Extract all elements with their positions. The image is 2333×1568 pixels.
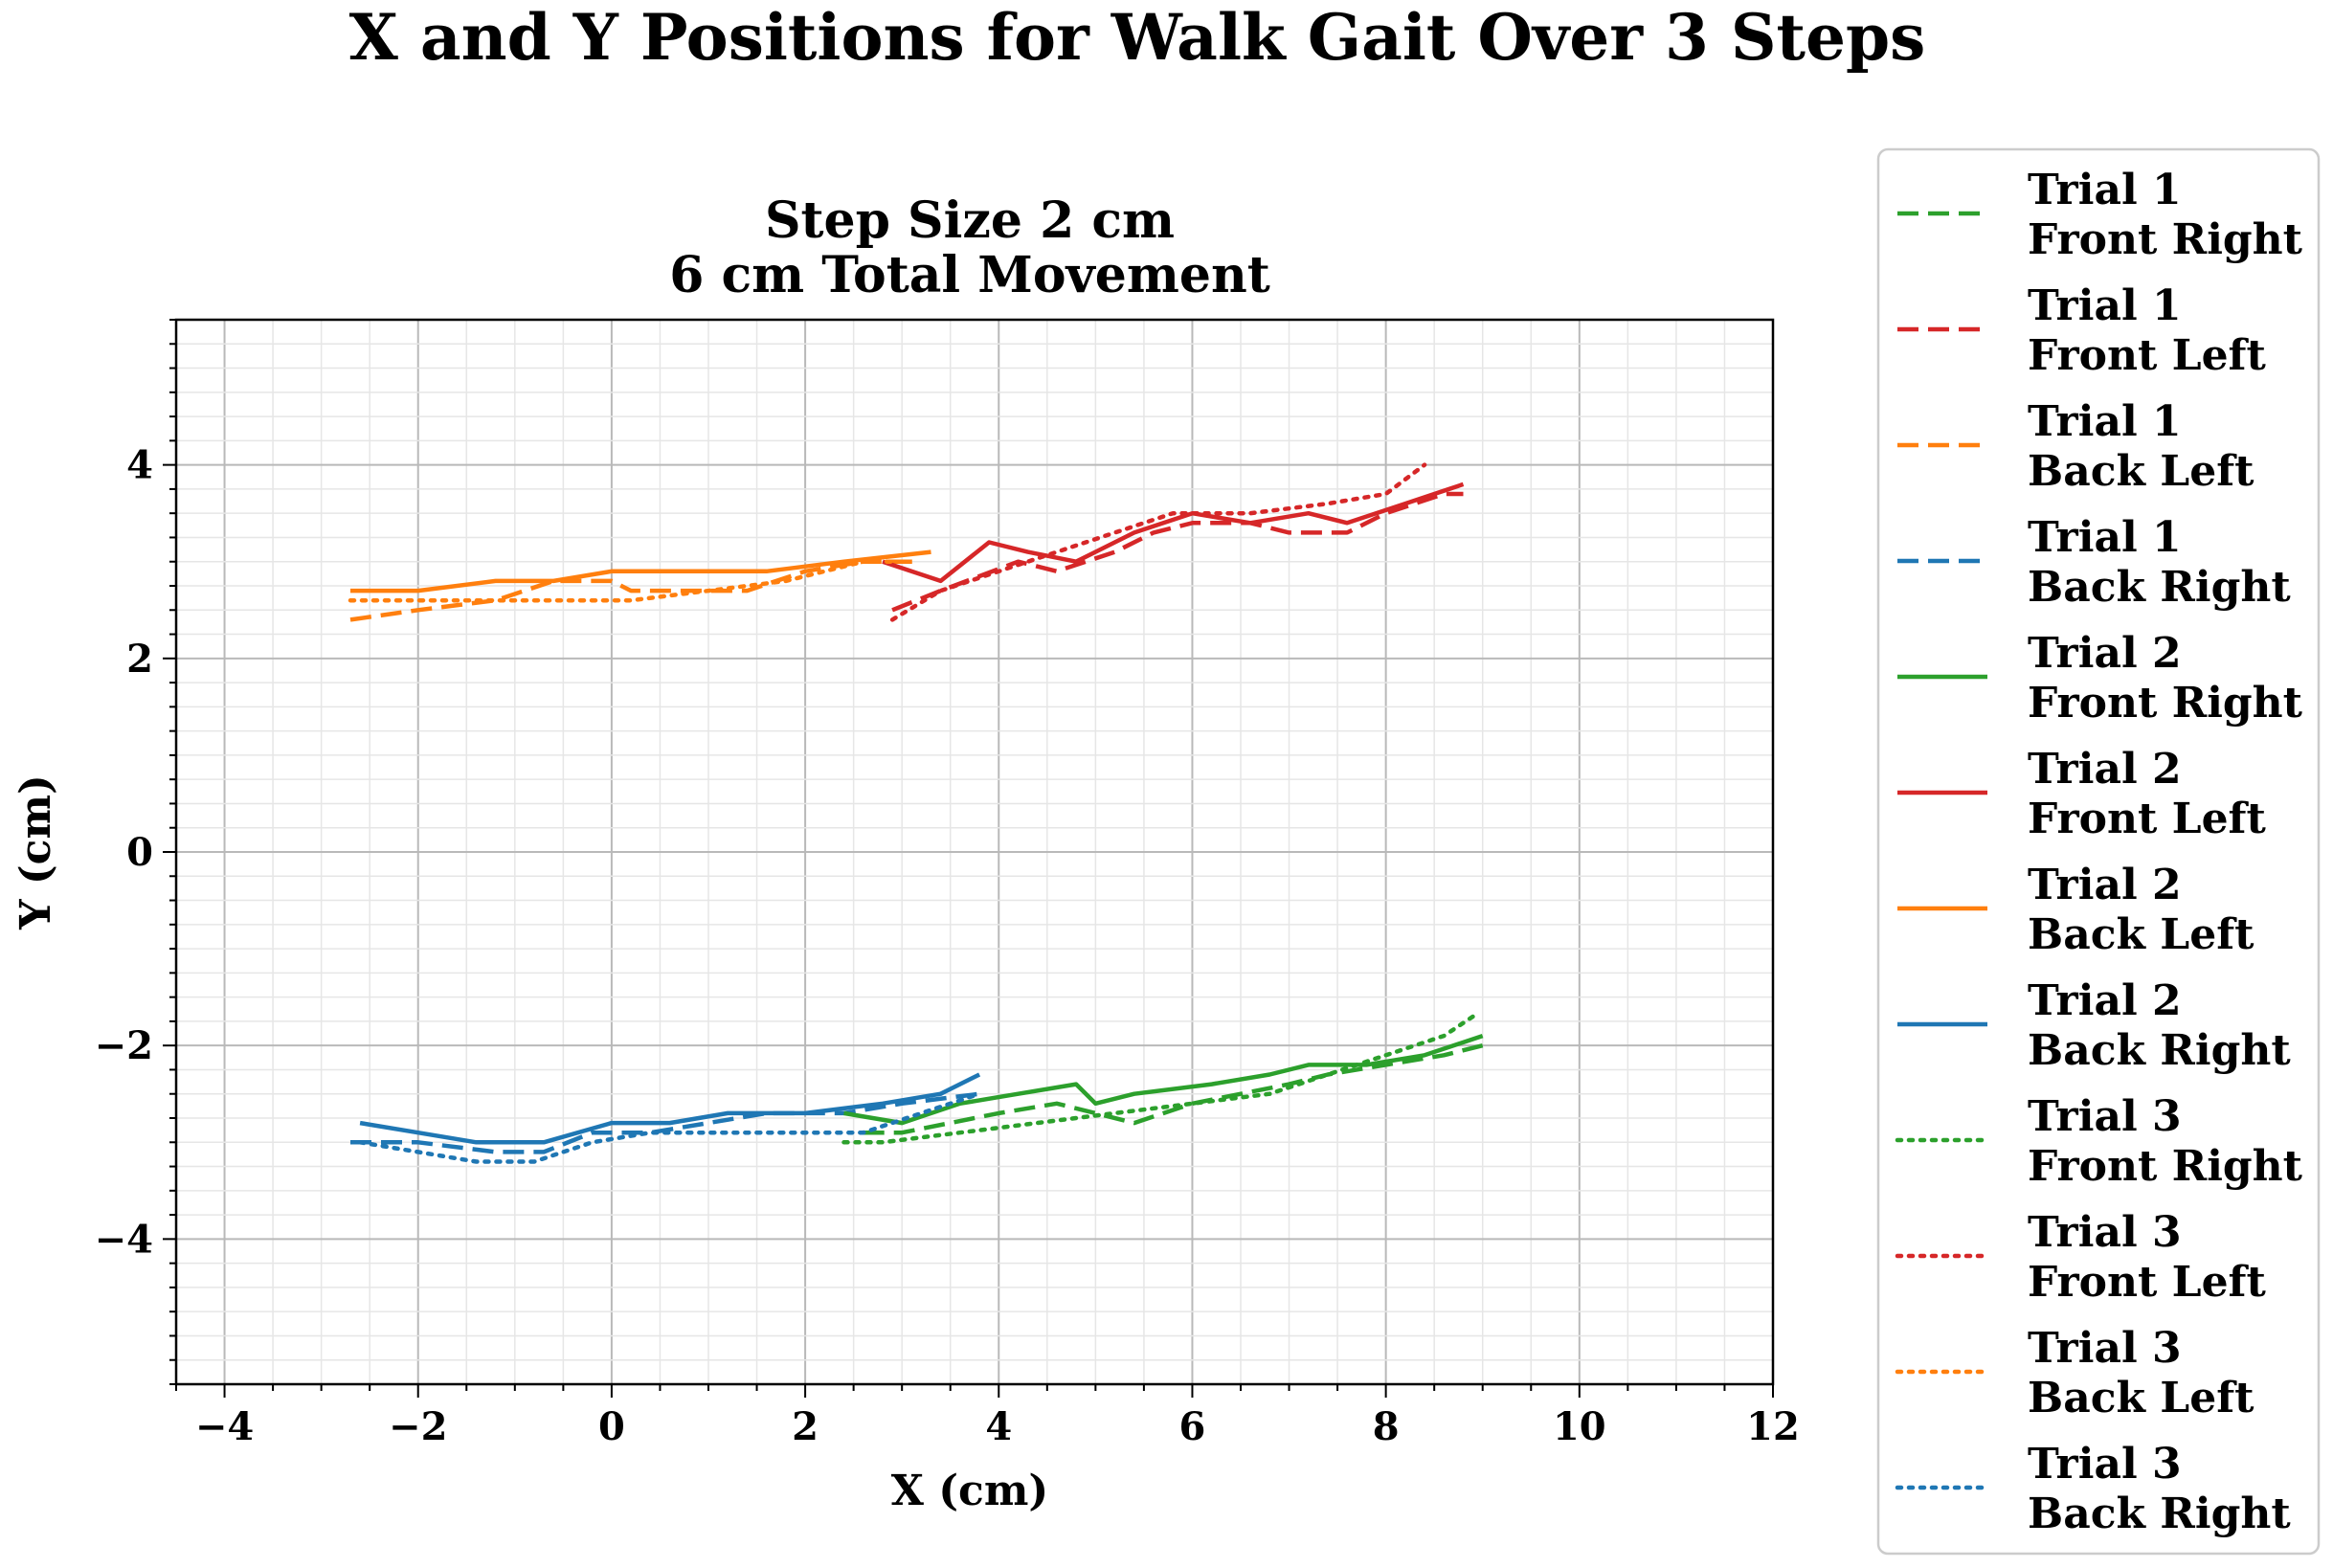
- series-line-2: [891, 491, 1464, 613]
- legend-label-6-line-2: Front Left: [2028, 795, 2266, 843]
- legend-label-10-line-2: Front Left: [2028, 1258, 2266, 1307]
- x-tick-label: 8: [1373, 1404, 1400, 1449]
- legend-label-3-line-1: Trial 1: [2028, 397, 2182, 446]
- x-tick-label: 2: [792, 1404, 819, 1449]
- x-tick-label: 10: [1553, 1404, 1606, 1449]
- y-tick-label: 4: [126, 443, 153, 488]
- series-line-5: [843, 1033, 1484, 1126]
- legend-label-11-line-2: Back Left: [2028, 1374, 2254, 1422]
- legend-label-5-line-1: Trial 2: [2028, 629, 2182, 678]
- series-line-7: [350, 549, 931, 594]
- legend-label-4-line-2: Back Right: [2028, 563, 2291, 612]
- legend-label-7-line-2: Back Left: [2028, 910, 2254, 959]
- series-group: [348, 462, 1484, 1164]
- legend-label-6-line-1: Trial 2: [2028, 745, 2182, 794]
- y-tick-label: 2: [126, 637, 153, 682]
- x-axis-label: X (cm): [891, 1467, 1048, 1515]
- legend-label-4-line-1: Trial 1: [2028, 513, 2182, 562]
- series-line-10: [889, 462, 1427, 622]
- legend-label-2-line-1: Trial 1: [2028, 281, 2182, 330]
- y-tick-label: −2: [95, 1023, 153, 1068]
- legend-label-9-line-2: Front Right: [2028, 1142, 2303, 1191]
- legend-label-10-line-1: Trial 3: [2028, 1208, 2182, 1257]
- series-line-6: [882, 482, 1465, 584]
- legend-frame: [1876, 147, 2321, 1556]
- legend-label-7-line-1: Trial 2: [2028, 861, 2182, 909]
- x-tick-label: 4: [985, 1404, 1012, 1449]
- x-tick-label: 0: [598, 1404, 625, 1449]
- legend-label-11-line-1: Trial 3: [2028, 1324, 2182, 1373]
- legend-label-5-line-2: Front Right: [2028, 679, 2303, 728]
- series-line-12: [357, 1091, 982, 1164]
- legend-label-1-line-2: Front Right: [2028, 215, 2303, 264]
- legend-label-1-line-1: Trial 1: [2028, 166, 2182, 214]
- series-line-3: [349, 559, 922, 622]
- chart-suptitle: X and Y Positions for Walk Gait Over 3 S…: [349, 0, 1926, 75]
- y-tick-label: −4: [95, 1217, 153, 1262]
- x-tick-label: −2: [389, 1404, 447, 1449]
- y-tick-label: 0: [126, 830, 153, 875]
- legend-label-8-line-1: Trial 2: [2028, 976, 2182, 1025]
- legend-label-12-line-1: Trial 3: [2028, 1440, 2182, 1489]
- x-tick-label: −4: [195, 1404, 254, 1449]
- legend-label-2-line-2: Front Left: [2028, 331, 2266, 380]
- legend-label-9-line-1: Trial 3: [2028, 1092, 2182, 1141]
- chart-title-line-1: Step Size 2 cm: [765, 191, 1175, 250]
- x-tick-label: 6: [1179, 1404, 1206, 1449]
- legend-label-12-line-2: Back Right: [2028, 1490, 2291, 1538]
- x-tick-label: 12: [1746, 1404, 1800, 1449]
- legend-label-8-line-2: Back Right: [2028, 1026, 2291, 1075]
- axis-ticks: −4 −2 0 2 4 6 8 10 12 −4 −2 0 2 4: [95, 319, 1800, 1449]
- series-line-8: [359, 1072, 981, 1145]
- series-line-9: [841, 1014, 1475, 1145]
- legend-label-3-line-2: Back Left: [2028, 447, 2254, 496]
- chart-title-line-2: 6 cm Total Movement: [669, 246, 1270, 304]
- y-axis-label: Y (cm): [11, 774, 60, 930]
- series-line-1: [863, 1043, 1484, 1135]
- series-line-11: [348, 559, 905, 603]
